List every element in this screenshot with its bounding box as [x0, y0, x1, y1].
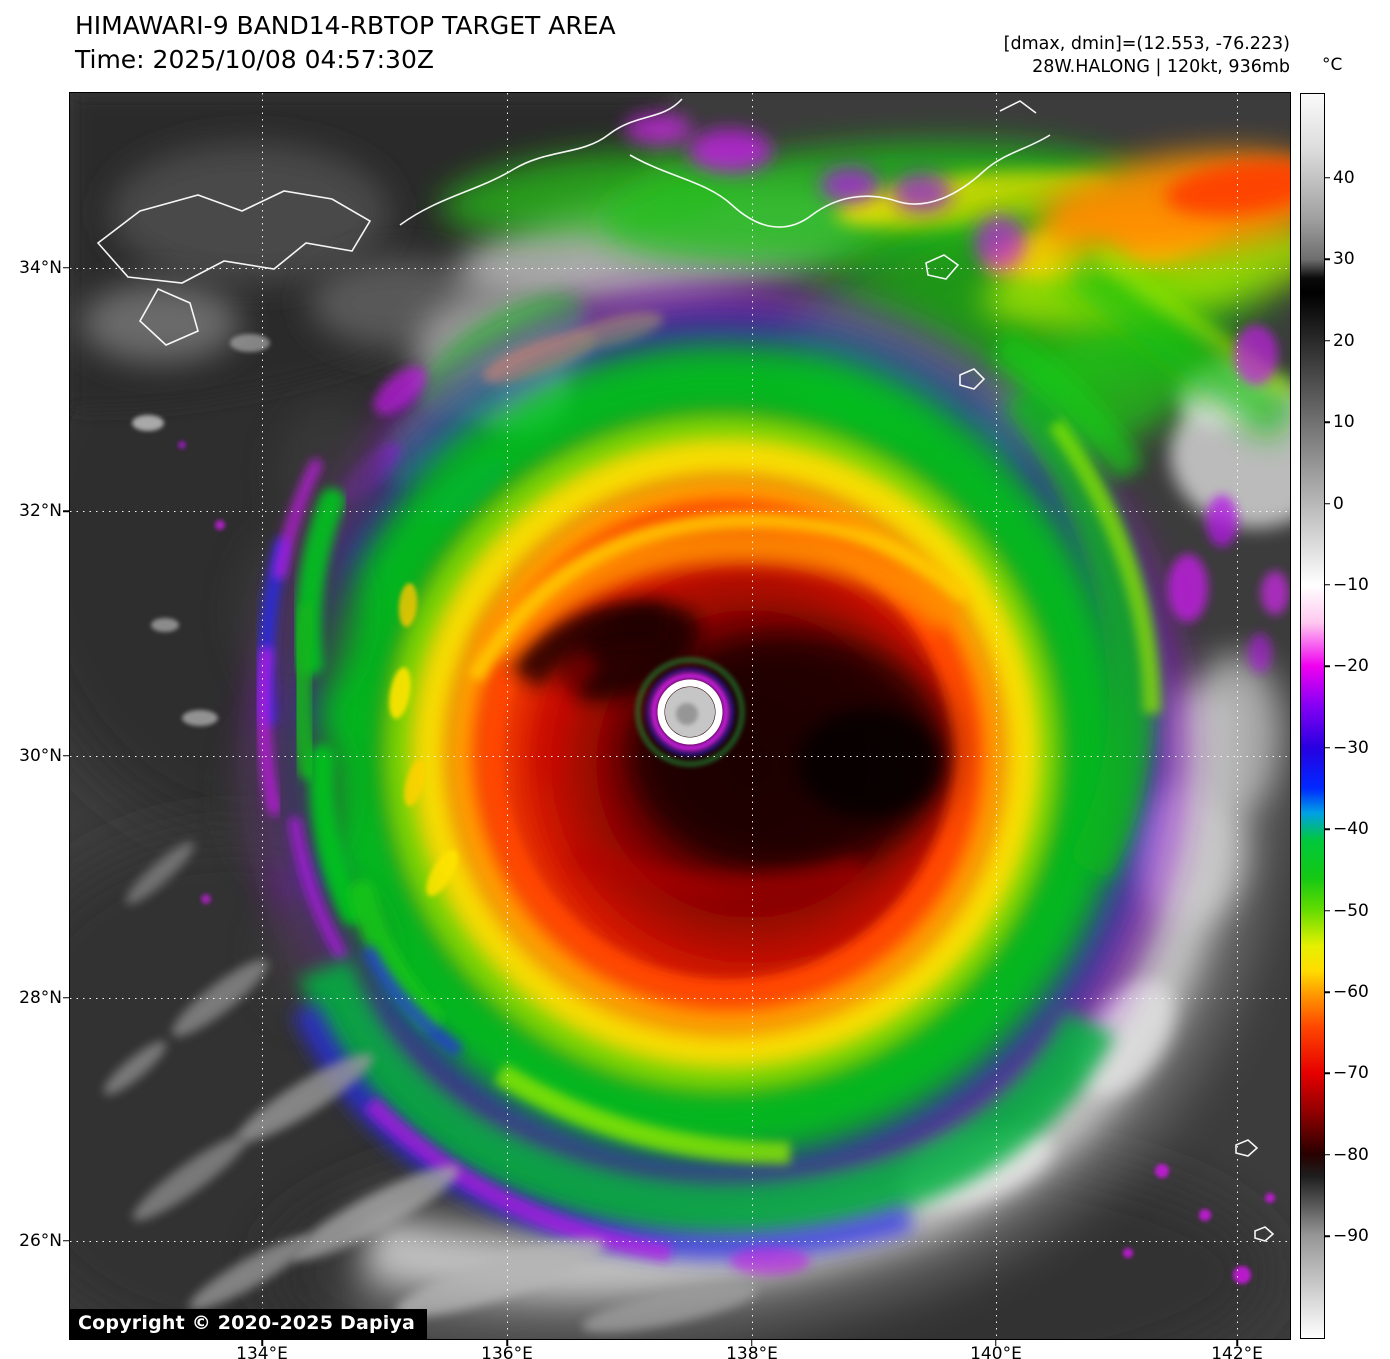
colorbar-tick-label: −40	[1333, 819, 1369, 840]
lat-tick-mark	[63, 510, 69, 512]
satellite-map: Copyright © 2020-2025 Dapiya	[69, 92, 1291, 1340]
lon-tick-mark	[995, 1340, 997, 1346]
header-right: [dmax, dmin]=(12.553, -76.223) 28W.HALON…	[1004, 33, 1290, 79]
colorbar-tick-mark	[1325, 584, 1330, 586]
colorbar-tick-mark	[1325, 665, 1330, 668]
colorbar-tick-label: −30	[1333, 737, 1369, 758]
lat-tick-mark	[63, 267, 69, 269]
colorbar-tick-label: 30	[1333, 249, 1355, 270]
lat-tick-label: 26°N	[19, 1230, 62, 1251]
colorbar-tick-mark	[1325, 1235, 1330, 1238]
colorbar-tick-mark	[1325, 747, 1330, 749]
lat-tick-label: 30°N	[19, 745, 62, 766]
colorbar-tick-label: −20	[1333, 656, 1369, 677]
colorbar-tick-label: −90	[1333, 1226, 1369, 1247]
colorbar-tick-label: −70	[1333, 1063, 1369, 1084]
lon-tick-label: 136°E	[481, 1344, 533, 1359]
storm-readout: 28W.HALONG | 120kt, 936mb	[1032, 57, 1290, 77]
colorbar-tick-label: −50	[1333, 900, 1369, 921]
lon-tick-mark	[506, 1340, 508, 1346]
lon-tick-label: 140°E	[970, 1344, 1022, 1359]
colorbar-tick-mark	[1325, 502, 1330, 505]
colorbar-tick-label: 40	[1333, 167, 1355, 188]
timestamp: Time: 2025/10/08 04:57:30Z	[75, 45, 434, 74]
copyright-badge: Copyright © 2020-2025 Dapiya	[70, 1309, 428, 1339]
colorbar-tick-mark	[1325, 1154, 1330, 1156]
page-title: HIMAWARI-9 BAND14-RBTOP TARGET AREA	[75, 11, 616, 40]
colorbar-tick-label: 10	[1333, 412, 1355, 433]
colorbar-tick-mark	[1325, 991, 1330, 993]
colorbar-tick-mark	[1325, 1072, 1330, 1075]
colorbar-tick-mark	[1325, 258, 1330, 260]
dmax-dmin-readout: [dmax, dmin]=(12.553, -76.223)	[1003, 34, 1290, 54]
colorbar-tick-label: −80	[1333, 1144, 1369, 1165]
colorbar-unit-label: °C	[1322, 55, 1343, 75]
satellite-image	[70, 93, 1290, 1339]
lat-tick-mark	[63, 755, 69, 757]
colorbar-tick-mark	[1325, 828, 1330, 830]
header-left: HIMAWARI-9 BAND14-RBTOP TARGET AREA Time…	[75, 10, 616, 76]
colorbar-tick-label: −60	[1333, 982, 1369, 1003]
colorbar-tick-mark	[1325, 909, 1330, 912]
lon-tick-label: 138°E	[726, 1344, 778, 1359]
lon-tick-mark	[751, 1340, 753, 1346]
lat-tick-mark	[63, 1240, 69, 1242]
lon-tick-mark	[261, 1340, 263, 1346]
coastline	[96, 98, 1275, 1242]
lat-tick-label: 28°N	[19, 987, 62, 1008]
lon-tick-label: 142°E	[1211, 1344, 1263, 1359]
colorbar-tick-label: 0	[1333, 493, 1344, 514]
colorbar-tick-mark	[1325, 339, 1330, 342]
lat-tick-label: 32°N	[19, 501, 62, 522]
colorbar	[1300, 93, 1325, 1339]
lon-tick-label: 134°E	[236, 1344, 288, 1359]
lat-tick-mark	[63, 997, 69, 999]
colorbar-tick-label: 20	[1333, 330, 1355, 351]
lat-tick-label: 34°N	[19, 257, 62, 278]
colorbar-tick-mark	[1325, 176, 1330, 179]
lon-tick-mark	[1236, 1340, 1238, 1346]
colorbar-tick-mark	[1325, 421, 1330, 423]
colorbar-tick-label: −10	[1333, 574, 1369, 595]
